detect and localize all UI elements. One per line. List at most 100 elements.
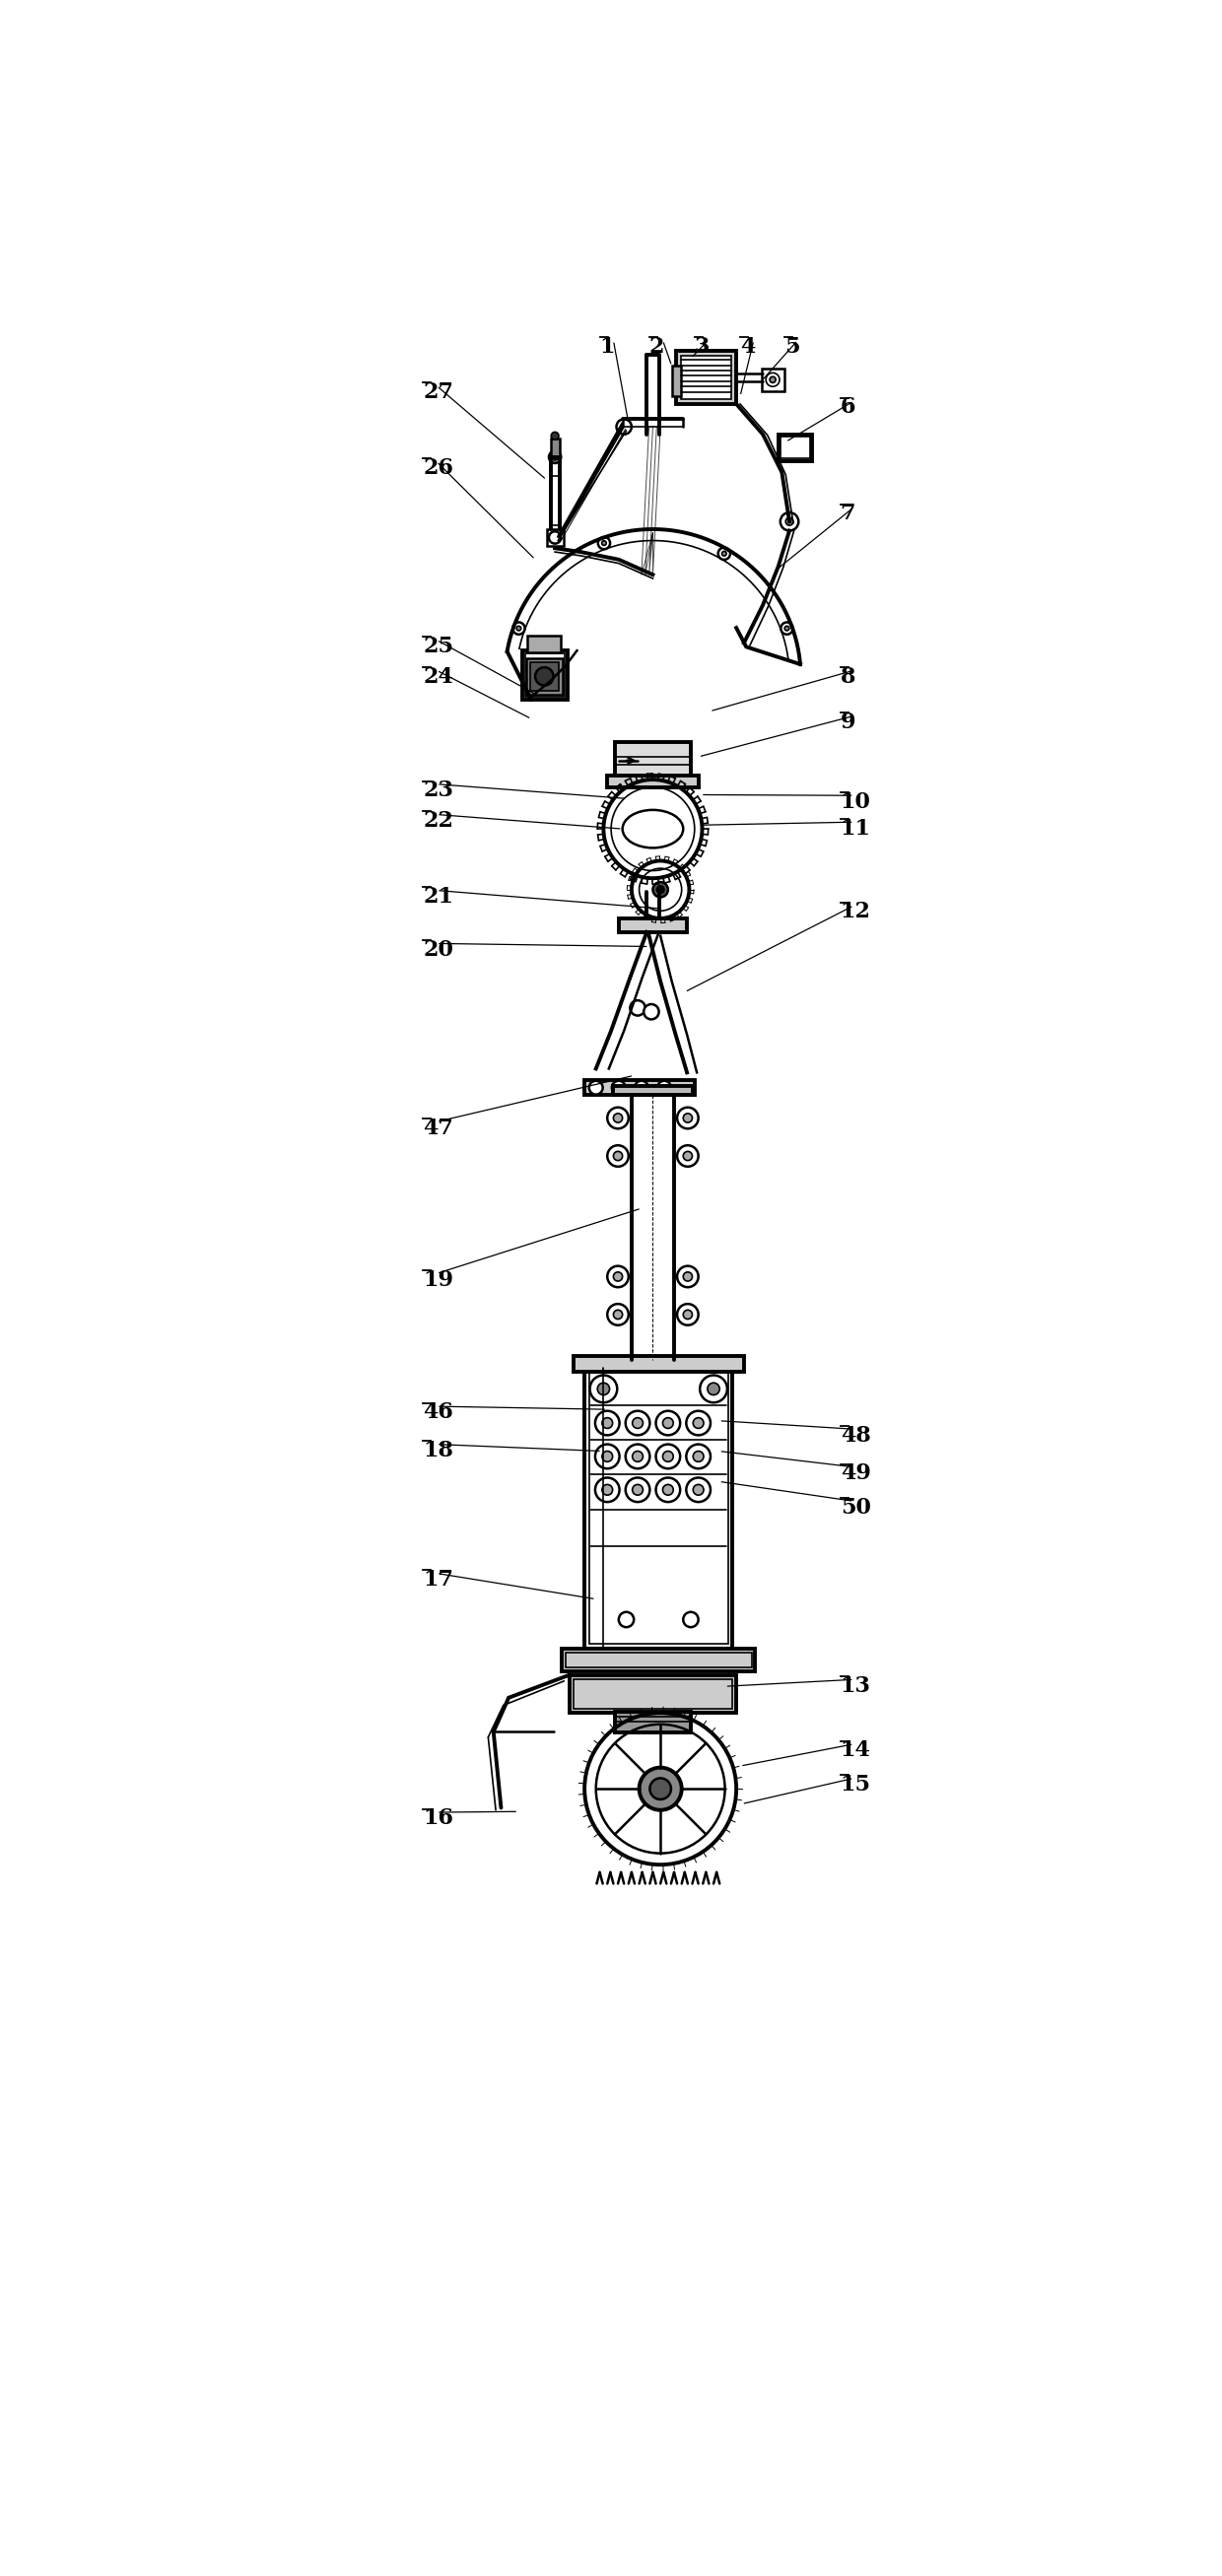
Circle shape	[719, 549, 731, 559]
Circle shape	[657, 1082, 671, 1095]
Circle shape	[708, 1383, 720, 1396]
Text: 48: 48	[841, 1425, 871, 1445]
Circle shape	[722, 551, 726, 556]
Text: 2: 2	[649, 335, 665, 358]
Text: 3: 3	[694, 335, 710, 358]
Bar	[546, 528, 563, 546]
Circle shape	[613, 1113, 622, 1123]
Text: 47: 47	[423, 1118, 453, 1139]
Text: 12: 12	[841, 902, 871, 922]
Text: 21: 21	[423, 886, 453, 907]
Text: 4: 4	[741, 335, 755, 358]
Circle shape	[552, 453, 558, 461]
Circle shape	[693, 1417, 704, 1427]
Text: 18: 18	[423, 1440, 453, 1461]
Circle shape	[677, 1146, 698, 1167]
Text: 8: 8	[841, 665, 855, 688]
Circle shape	[677, 1265, 698, 1288]
Circle shape	[662, 1484, 673, 1494]
Circle shape	[687, 1445, 710, 1468]
Circle shape	[626, 1412, 650, 1435]
Text: 15: 15	[841, 1775, 871, 1795]
Circle shape	[595, 1479, 620, 1502]
Circle shape	[626, 1479, 650, 1502]
Circle shape	[786, 518, 793, 526]
Bar	[781, 435, 810, 459]
Bar	[527, 659, 562, 696]
Text: 27: 27	[423, 381, 453, 402]
Bar	[618, 920, 687, 933]
Text: 9: 9	[841, 711, 855, 734]
Bar	[681, 355, 731, 399]
Bar	[607, 775, 698, 788]
Circle shape	[598, 1383, 610, 1396]
Circle shape	[513, 623, 525, 634]
Bar	[550, 438, 560, 456]
Circle shape	[535, 667, 554, 685]
Circle shape	[770, 376, 776, 384]
Text: 24: 24	[423, 665, 453, 688]
Circle shape	[687, 1479, 710, 1502]
Bar	[778, 435, 813, 461]
Circle shape	[693, 1450, 704, 1461]
Text: 7: 7	[841, 502, 855, 526]
Text: 49: 49	[841, 1463, 871, 1484]
Circle shape	[653, 881, 668, 896]
Text: 23: 23	[423, 781, 453, 801]
Circle shape	[613, 1151, 622, 1162]
Bar	[676, 350, 737, 404]
Bar	[525, 654, 565, 698]
Circle shape	[602, 1417, 612, 1427]
Circle shape	[595, 1445, 620, 1468]
Circle shape	[634, 1082, 649, 1095]
Text: 11: 11	[841, 817, 871, 840]
Circle shape	[683, 1613, 698, 1628]
Bar	[528, 636, 561, 652]
Circle shape	[607, 1146, 628, 1167]
Circle shape	[639, 1767, 682, 1811]
Text: 13: 13	[841, 1674, 871, 1698]
Circle shape	[656, 1479, 681, 1502]
Circle shape	[683, 1311, 693, 1319]
Bar	[584, 1079, 694, 1095]
Bar	[615, 742, 690, 781]
Circle shape	[662, 1417, 673, 1427]
Circle shape	[632, 1484, 643, 1494]
Circle shape	[626, 1445, 650, 1468]
Bar	[550, 477, 560, 526]
Circle shape	[613, 1311, 622, 1319]
Circle shape	[631, 999, 645, 1015]
Circle shape	[612, 1082, 626, 1095]
Text: 25: 25	[423, 636, 453, 657]
Circle shape	[549, 451, 561, 464]
Circle shape	[613, 1273, 622, 1280]
Circle shape	[662, 1450, 673, 1461]
Text: 20: 20	[423, 938, 453, 961]
Bar	[522, 652, 568, 701]
Circle shape	[589, 1082, 602, 1095]
Circle shape	[687, 1412, 710, 1435]
Circle shape	[607, 1108, 628, 1128]
Text: 1: 1	[600, 335, 615, 358]
Text: 14: 14	[841, 1739, 871, 1762]
Bar	[530, 662, 558, 690]
Circle shape	[683, 1151, 693, 1162]
Text: 50: 50	[841, 1497, 871, 1517]
Bar	[573, 1358, 744, 1370]
Text: 46: 46	[423, 1401, 453, 1425]
Text: 19: 19	[423, 1270, 453, 1291]
Circle shape	[677, 1108, 698, 1128]
Circle shape	[602, 1450, 612, 1461]
Circle shape	[607, 1265, 628, 1288]
Text: 17: 17	[423, 1569, 453, 1589]
Bar	[612, 1087, 693, 1095]
Circle shape	[598, 536, 610, 549]
Text: 6: 6	[841, 397, 855, 417]
Text: 5: 5	[785, 335, 799, 358]
Circle shape	[607, 1303, 628, 1324]
Circle shape	[677, 1303, 698, 1324]
Bar	[589, 1373, 728, 1643]
Circle shape	[632, 1417, 643, 1427]
Bar	[615, 1710, 690, 1734]
Circle shape	[650, 1777, 671, 1801]
